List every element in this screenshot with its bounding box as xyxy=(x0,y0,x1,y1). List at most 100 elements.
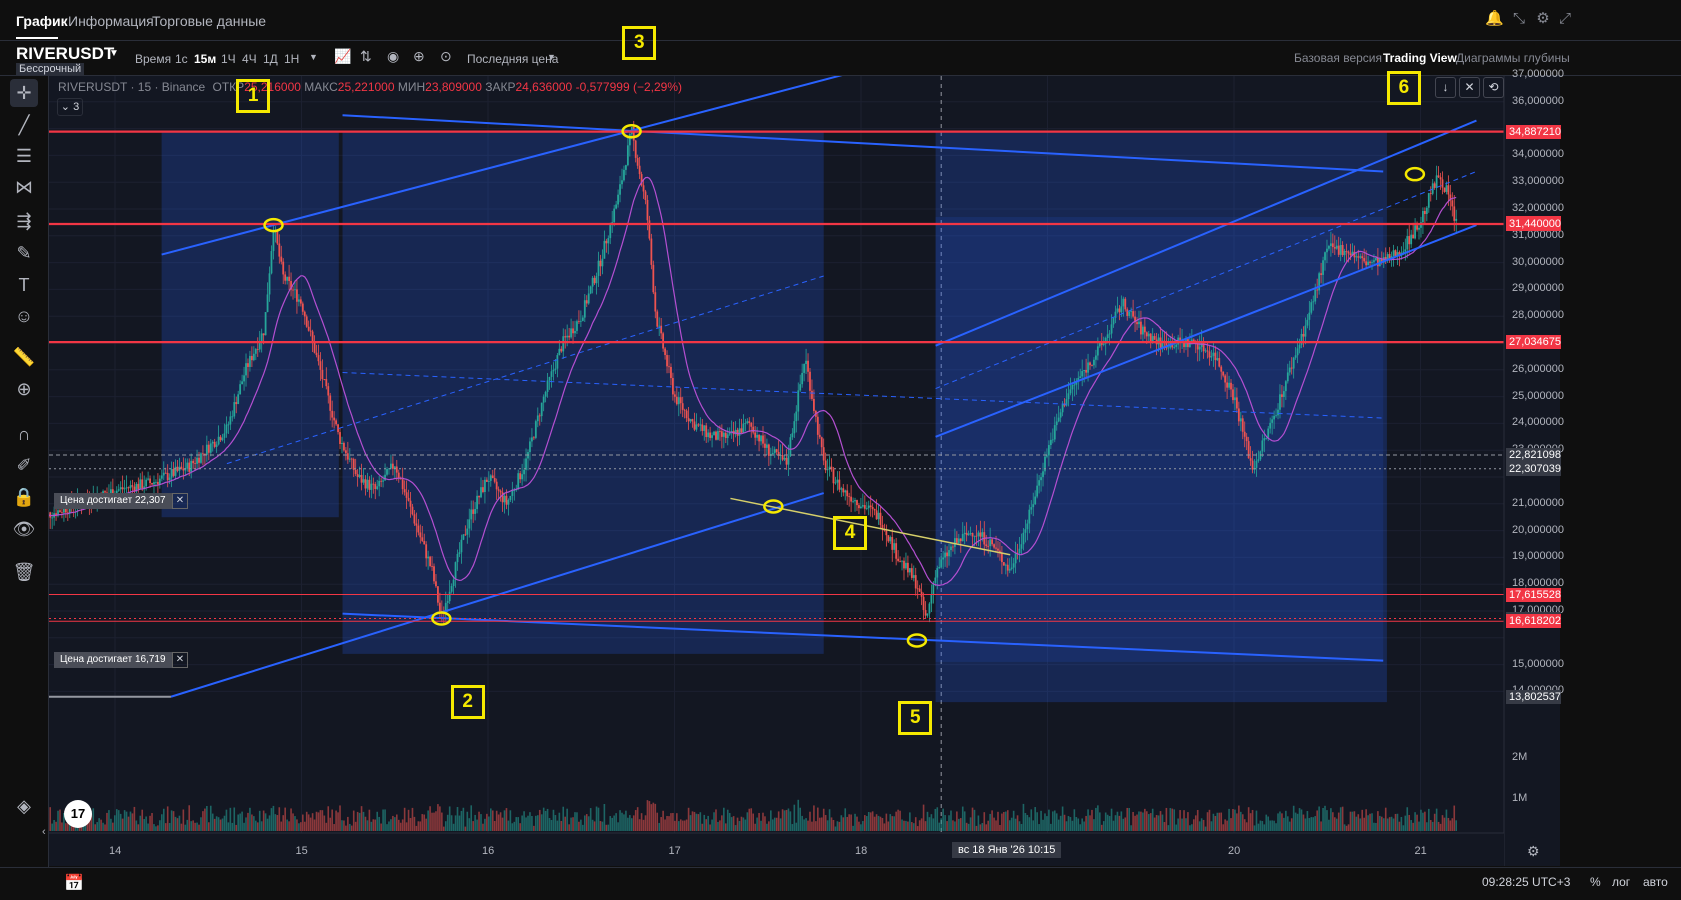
volume-bar xyxy=(606,825,608,831)
tab-trading-data[interactable]: Торговые данные xyxy=(152,13,266,29)
volume-bar xyxy=(282,815,284,831)
volume-bar xyxy=(694,812,696,831)
candle-body xyxy=(1346,251,1348,252)
timeframe-15m[interactable]: 15м xyxy=(194,52,216,66)
volume-bar xyxy=(860,824,862,831)
lock-drawing-icon[interactable]: ✐ xyxy=(10,451,38,479)
volume-bar xyxy=(494,821,496,831)
close-icon[interactable]: ✕ xyxy=(172,493,188,509)
volume-bar xyxy=(1406,807,1408,831)
eye-icon[interactable]: 👁 xyxy=(10,515,38,543)
crosshair-icon[interactable]: ✛ xyxy=(10,79,38,107)
alert-label-22307[interactable]: Цена достигает 22,307 xyxy=(54,493,172,509)
candle-body xyxy=(1299,345,1301,349)
candle-body xyxy=(805,361,807,364)
volume-bar xyxy=(1295,813,1297,831)
lock-icon[interactable]: 🔒 xyxy=(10,483,38,511)
volume-bar xyxy=(993,818,995,831)
timeframe-1d[interactable]: 1Д xyxy=(263,52,278,66)
volume-bar xyxy=(938,823,940,831)
candle-body xyxy=(560,349,562,352)
expand-icon[interactable]: ⤢ xyxy=(1556,10,1574,28)
volume-bar xyxy=(1301,809,1303,831)
timeframe-1w[interactable]: 1Н xyxy=(284,52,299,66)
indicators-icon[interactable]: 📈 xyxy=(334,48,351,65)
layers-icon[interactable]: ◈ xyxy=(10,792,38,820)
volume-bar xyxy=(376,812,378,831)
view-depth-chart[interactable]: Диаграммы глубины xyxy=(1456,51,1570,65)
volume-bar xyxy=(1453,806,1455,831)
fib-icon[interactable]: ☰ xyxy=(10,142,38,170)
candle-body xyxy=(345,450,347,453)
time-tick: 17 xyxy=(669,845,681,857)
brush-icon[interactable]: ✎ xyxy=(10,239,38,267)
template-icon[interactable]: ⊙ xyxy=(440,48,452,65)
close-icon[interactable]: ✕ xyxy=(172,652,188,668)
add-icon[interactable]: ⊕ xyxy=(413,48,425,65)
volume-bar xyxy=(893,816,895,831)
timeframe-dropdown-icon[interactable]: ▼ xyxy=(309,52,318,62)
chevron-left-icon[interactable]: ‹ xyxy=(42,826,46,838)
candle-body xyxy=(122,487,124,489)
volume-bar xyxy=(1170,808,1172,831)
timeframe-time[interactable]: Время xyxy=(135,52,171,66)
volume-bar xyxy=(1224,819,1226,831)
candle-body xyxy=(970,533,972,534)
magnet-icon[interactable]: ∩ xyxy=(10,420,38,448)
axis-settings-icon[interactable]: ⚙ xyxy=(1527,843,1540,860)
price-mode-dropdown-icon[interactable]: ▼ xyxy=(547,52,556,62)
view-basic[interactable]: Базовая версия xyxy=(1294,51,1382,65)
price-mode-select[interactable]: Последняя цена xyxy=(467,52,558,66)
symbol-selector[interactable]: RIVERUSDT xyxy=(16,44,114,64)
candle-body xyxy=(1238,408,1240,421)
tab-chart[interactable]: График xyxy=(16,13,68,29)
candle-body xyxy=(177,467,179,471)
volume-bar xyxy=(136,820,138,831)
calendar-icon[interactable]: 📅 xyxy=(64,873,84,893)
candle-body xyxy=(758,435,760,441)
resize-icon[interactable]: ⤡ xyxy=(1510,10,1528,28)
volume-bar xyxy=(629,815,631,831)
chevron-down-icon[interactable]: ▼ xyxy=(109,48,119,59)
price-chart[interactable] xyxy=(49,76,1560,866)
bell-icon[interactable]: 🔔 xyxy=(1485,10,1503,28)
tab-info[interactable]: Информация xyxy=(68,13,154,29)
reset-icon[interactable]: ⟲ xyxy=(1483,77,1504,98)
indicators-toggle[interactable]: ⌄ 3 xyxy=(57,98,83,116)
volume-bar xyxy=(521,815,523,831)
volume-bar xyxy=(600,821,602,831)
volume-bar xyxy=(478,812,480,831)
emoji-icon[interactable]: ☺ xyxy=(10,302,38,330)
candle-body xyxy=(656,312,658,327)
volume-bar xyxy=(696,814,698,831)
volume-bar xyxy=(390,819,392,831)
trash-icon[interactable]: 🗑 xyxy=(10,558,38,586)
candle-body xyxy=(498,489,500,490)
timeframe-4h[interactable]: 4Ч xyxy=(242,52,257,66)
volume-bar xyxy=(331,810,333,831)
camera-icon[interactable]: ◉ xyxy=(387,48,399,65)
candle-body xyxy=(1348,252,1350,254)
pattern-icon[interactable]: ⋈ xyxy=(10,173,38,201)
forecast-icon[interactable]: ⇶ xyxy=(10,207,38,235)
candle-body xyxy=(721,431,723,437)
alert-label-16719[interactable]: Цена достигает 16,719 xyxy=(54,652,172,668)
timeframe-1s[interactable]: 1с xyxy=(175,52,188,66)
timeframe-1h[interactable]: 1Ч xyxy=(221,52,236,66)
compare-icon[interactable]: ⇅ xyxy=(360,48,372,65)
volume-bar xyxy=(656,813,658,831)
auto-toggle[interactable]: авто xyxy=(1643,875,1668,889)
top-navigation: График Информация Торговые данные 🔔 ⤡ ⚙ … xyxy=(0,0,1681,41)
volume-bar xyxy=(756,818,758,831)
trendline-icon[interactable]: ╱ xyxy=(10,111,38,139)
zoom-icon[interactable]: ⊕ xyxy=(10,375,38,403)
volume-bar xyxy=(1373,823,1375,831)
scroll-down-icon[interactable]: ↓ xyxy=(1435,77,1456,98)
percent-toggle[interactable]: % xyxy=(1590,875,1601,889)
text-icon[interactable]: T xyxy=(10,271,38,299)
view-tradingview[interactable]: Trading View xyxy=(1383,51,1457,65)
settings-icon[interactable]: ⚙ xyxy=(1534,10,1552,28)
log-toggle[interactable]: лог xyxy=(1612,875,1630,889)
close-panel-icon[interactable]: ✕ xyxy=(1459,77,1480,98)
ruler-icon[interactable]: 📏 xyxy=(10,343,38,371)
